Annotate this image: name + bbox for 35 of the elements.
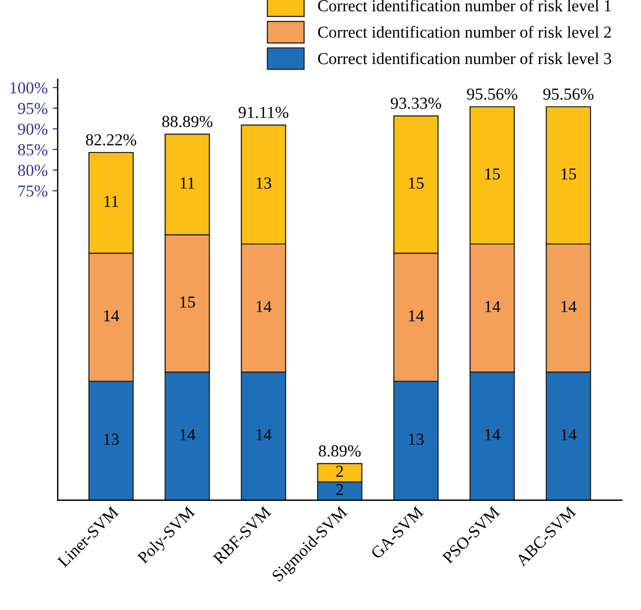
data-label: 15 (180, 296, 195, 308)
annotation: 88.89% (162, 116, 212, 128)
data-label: 14 (256, 429, 272, 440)
annotation: 95.56% (467, 88, 518, 100)
y-tick-label: 80% (18, 164, 48, 176)
data-label: 14 (485, 301, 500, 312)
data-label: 14 (104, 310, 120, 322)
y-tick-label: 95% (18, 102, 48, 114)
legend-label: Correct identification number of risk level 3 (318, 52, 612, 64)
data-label: 14 (409, 310, 424, 322)
data-label: 14 (562, 429, 576, 440)
y-tick-label: 90% (18, 124, 48, 135)
data-label: 13 (409, 434, 424, 445)
y-tick-label: 75% (18, 185, 48, 197)
data-label: 14 (256, 301, 272, 312)
data-label: 2 (336, 484, 343, 496)
annotation: 8.89% (318, 445, 361, 457)
data-label: 11 (104, 196, 118, 207)
data-label: 13 (104, 434, 119, 445)
data-label: 15 (409, 178, 424, 189)
data-label: 14 (485, 429, 500, 440)
annotation: 91.11% (238, 106, 288, 118)
data-label: 2 (336, 466, 343, 477)
annotation: 95.56% (543, 88, 594, 100)
data-label: 15 (562, 168, 576, 180)
annotation: 82.22% (86, 134, 136, 146)
legend-label: Correct identification number of risk level 2 (318, 26, 611, 38)
y-tick-label: 85% (18, 144, 48, 156)
data-label: 14 (180, 429, 196, 440)
data-label: 13 (256, 177, 272, 189)
annotation: 93.33% (390, 98, 442, 109)
data-label: 14 (562, 301, 576, 312)
data-label: 15 (485, 168, 500, 180)
y-tick-label: 100% (10, 82, 48, 94)
data-label: 11 (180, 178, 194, 189)
